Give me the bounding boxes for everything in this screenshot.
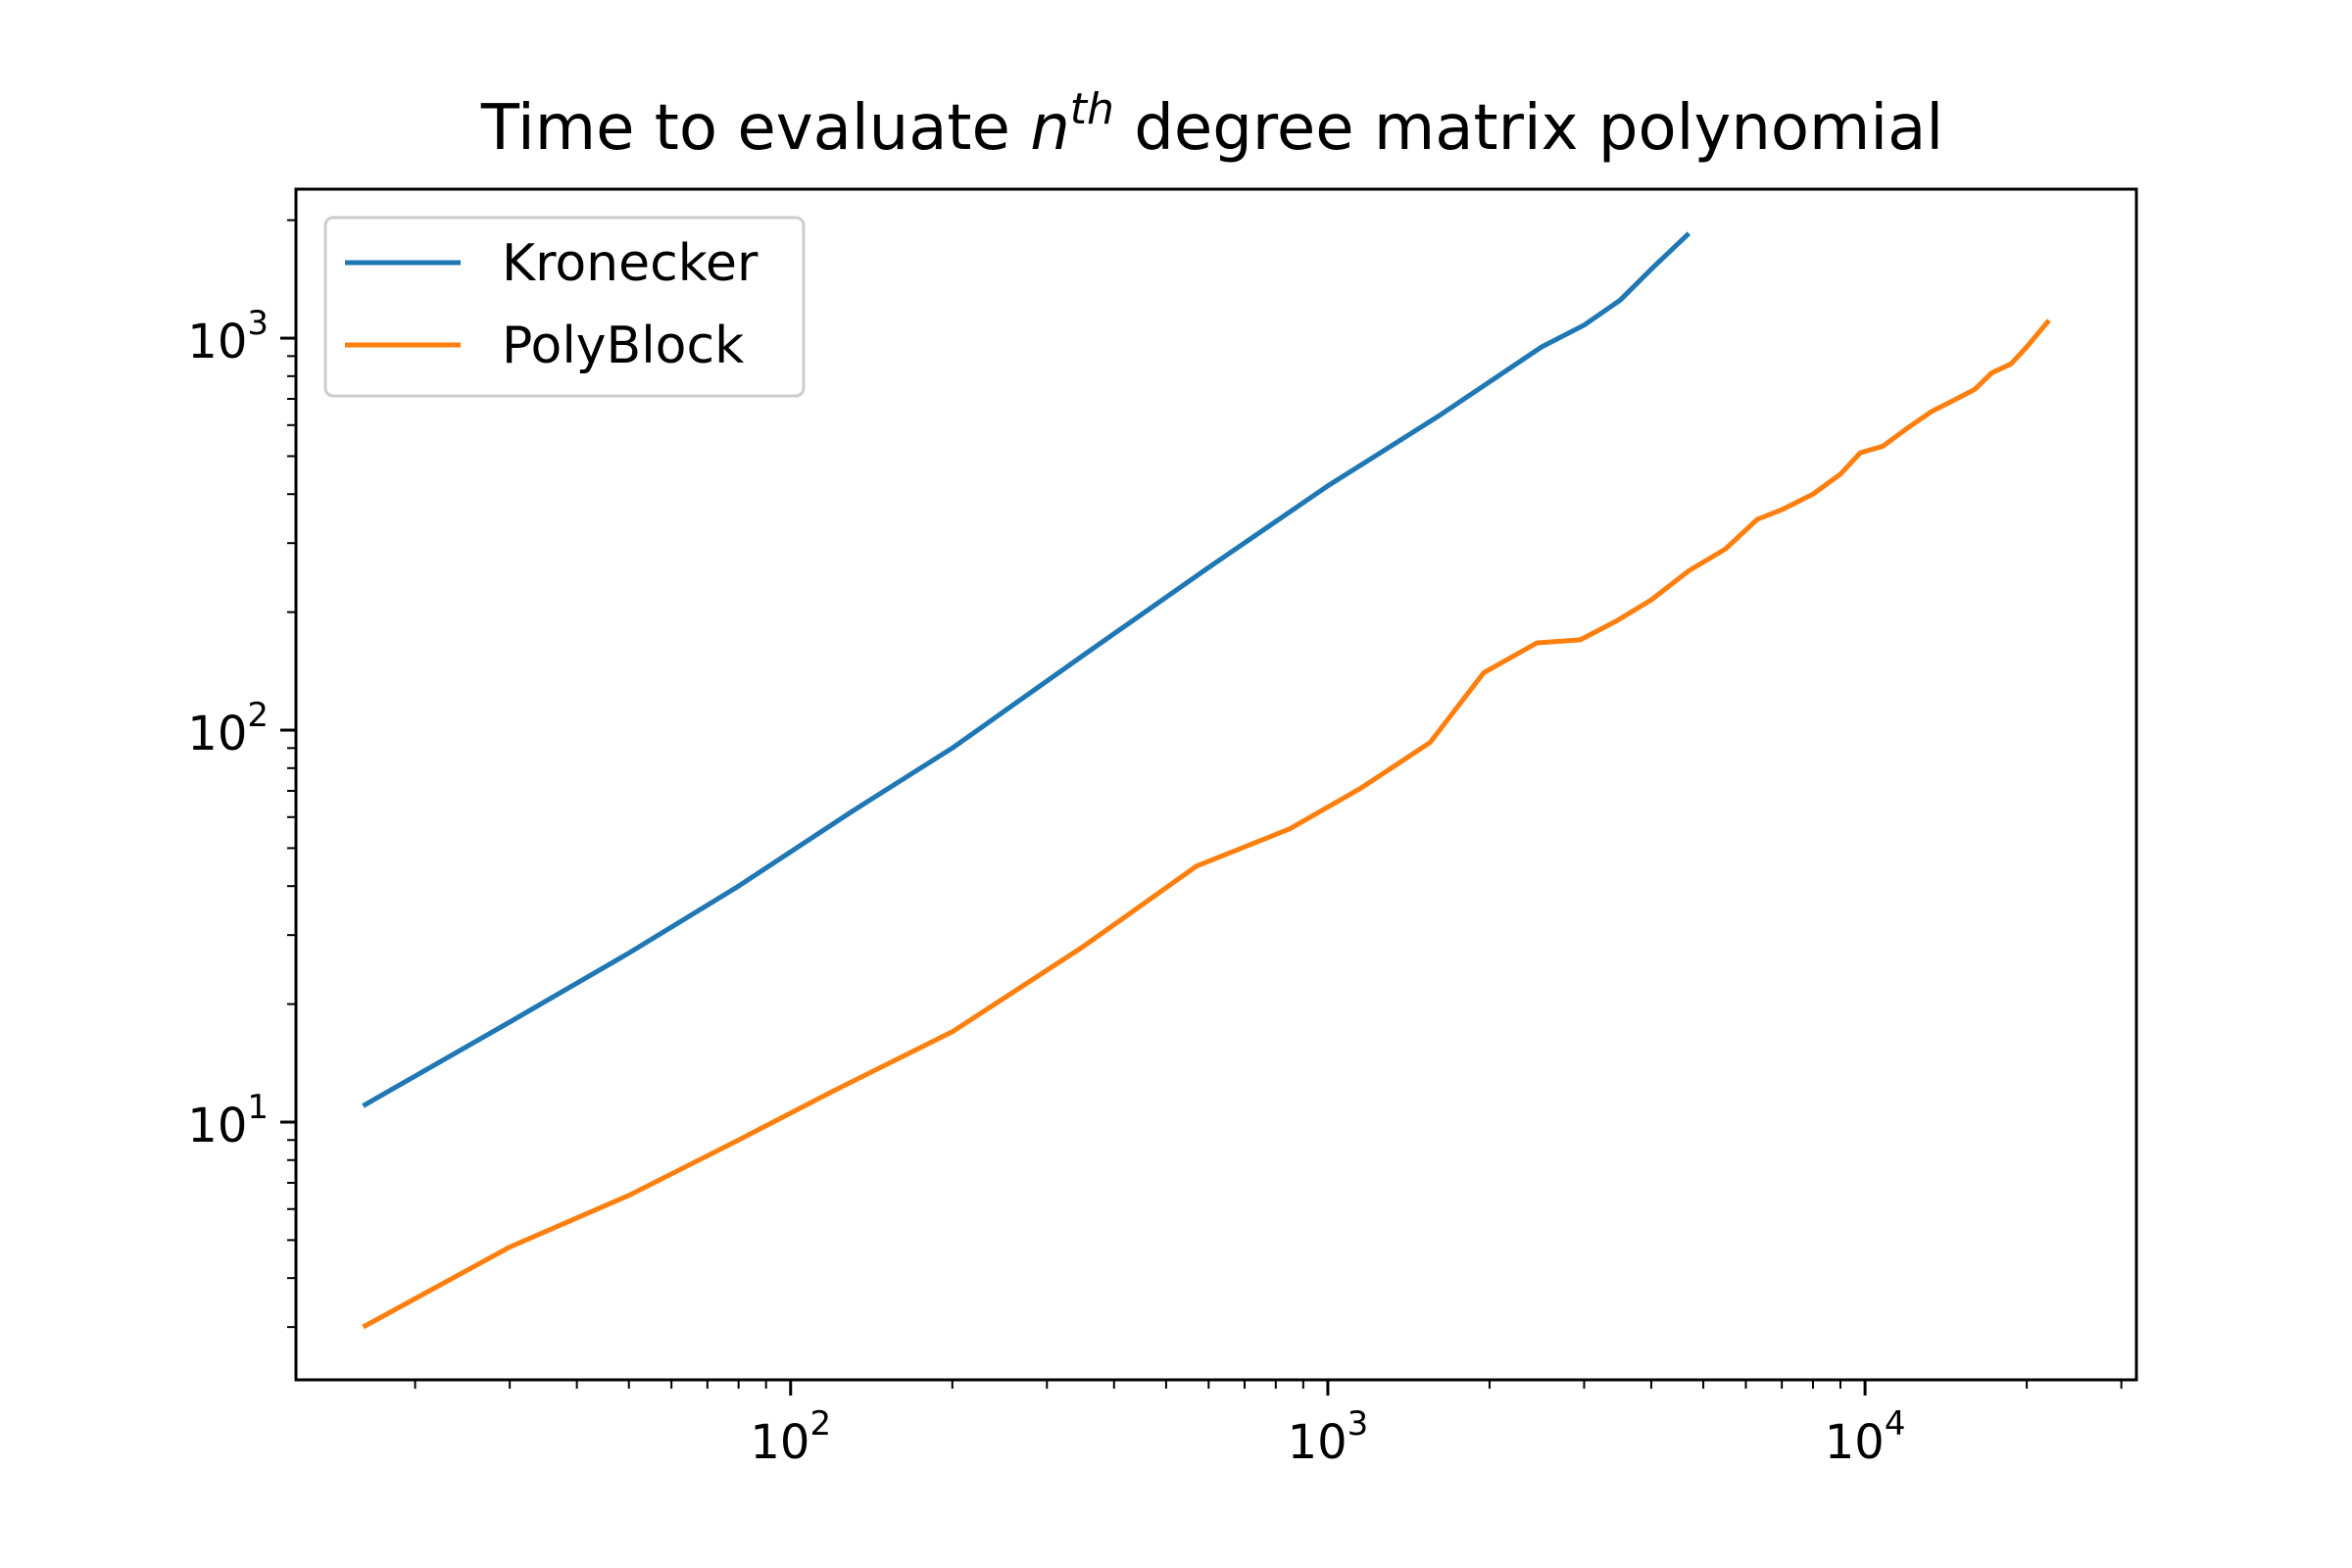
y-tick-label-base: 10	[187, 707, 247, 761]
x-tick-label-base: 10	[750, 1415, 809, 1470]
chart-title: Time to evaluate nth degree matrix polyn…	[480, 84, 1943, 165]
series-layer	[362, 231, 2051, 1330]
chart-title-prefix: Time to evaluate	[480, 92, 1030, 165]
y-tick-label: 102	[187, 696, 269, 761]
x-tick-label-exponent: 3	[1348, 1404, 1369, 1444]
series-line-kronecker	[362, 231, 1691, 1108]
y-tick-label-base: 10	[187, 1099, 247, 1153]
y-tick-label: 103	[187, 304, 269, 369]
legend-label-kronecker: Kronecker	[502, 234, 759, 293]
x-tick-label-base: 10	[1825, 1415, 1885, 1470]
y-tick-label-exponent: 1	[247, 1088, 269, 1127]
y-tick-label-base: 10	[187, 315, 247, 369]
x-tick-label-exponent: 2	[809, 1404, 831, 1444]
x-tick-label: 104	[1825, 1404, 1906, 1470]
series-line-polyblock	[362, 318, 2051, 1330]
x-tick-label: 102	[750, 1404, 831, 1470]
y-tick-label: 101	[187, 1088, 269, 1153]
y-tick-label-exponent: 2	[247, 696, 269, 735]
x-tick-label-base: 10	[1288, 1415, 1348, 1470]
chart-title-variable: n	[1030, 92, 1070, 165]
x-tick-label: 103	[1288, 1404, 1369, 1470]
chart-title-superscript: th	[1070, 84, 1114, 134]
x-tick-label-exponent: 4	[1885, 1404, 1906, 1444]
plot-area-frame	[294, 187, 2138, 1382]
legend: Kronecker PolyBlock	[323, 216, 806, 398]
legend-label-polyblock: PolyBlock	[502, 317, 744, 375]
chart-title-suffix: degree matrix polynomial	[1114, 92, 1943, 165]
y-tick-label-exponent: 3	[247, 304, 269, 343]
